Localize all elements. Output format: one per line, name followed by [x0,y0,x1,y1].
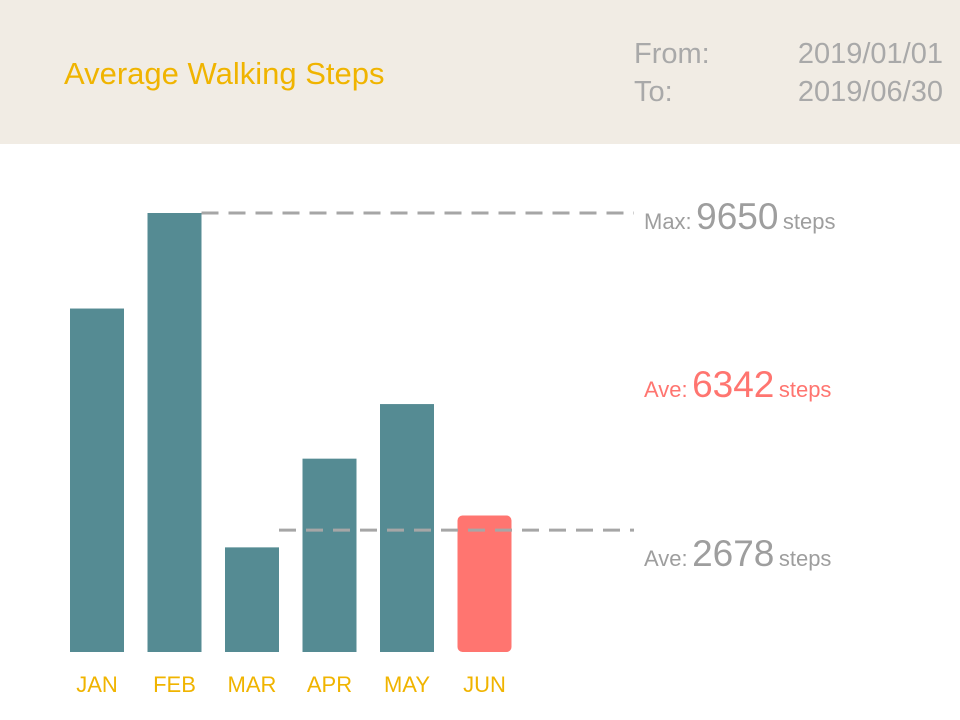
bar-mar [225,547,279,652]
bar-apr [302,458,357,652]
x-tick-label-jan: JAN [76,672,118,697]
max-annotation: Max: 9650 steps [644,196,836,238]
x-tick-label-apr: APR [307,672,352,697]
to-date: 2019/06/30 [797,76,943,108]
low-average-annotation: Ave: 2678 steps [644,533,831,575]
low-average-label: Ave: [644,546,688,571]
max-value: 9650 [696,196,779,237]
low-average-value: 2678 [692,533,775,574]
x-tick-label-may: MAY [384,672,430,697]
average-annotation: Ave: 6342 steps [644,364,831,406]
max-unit: steps [782,209,836,234]
x-tick-label-feb: FEB [153,672,196,697]
page-title: Average Walking Steps [64,56,385,91]
average-label: Ave: [644,377,688,402]
bar-may [380,404,434,652]
to-label: To: [634,76,673,108]
x-tick-label-jun: JUN [463,672,506,697]
header-banner: Average Walking Steps From: 2019/01/01 T… [0,0,960,144]
bar-jun [457,515,512,652]
bar-jan [70,308,124,652]
low-average-unit: steps [778,546,832,571]
from-date: 2019/01/01 [797,38,943,70]
bar-feb [147,213,202,652]
max-label: Max: [644,209,692,234]
from-label: From: [634,38,710,70]
average-unit: steps [778,377,832,402]
x-tick-label-mar: MAR [228,672,277,697]
average-value: 6342 [692,364,775,405]
